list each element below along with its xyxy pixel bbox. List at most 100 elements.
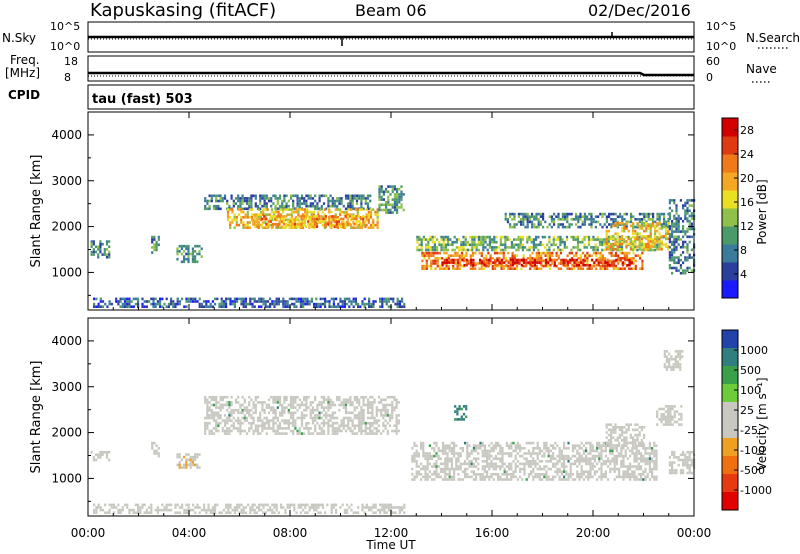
vel-echo-cell bbox=[450, 452, 453, 455]
power-echo-cell bbox=[660, 246, 663, 249]
power-echo-cell bbox=[355, 194, 359, 198]
power-echo-cell bbox=[379, 305, 382, 308]
vel-echo-cell bbox=[618, 426, 621, 429]
vel-echo-cell bbox=[466, 452, 469, 455]
power-echo-cell bbox=[206, 207, 209, 211]
vel-echo-cell bbox=[93, 508, 96, 512]
power-echo-cell bbox=[496, 251, 499, 255]
vel-echo-cell bbox=[322, 401, 326, 404]
vel-echo-cell bbox=[613, 467, 616, 471]
vel-echo-cell bbox=[327, 427, 330, 430]
vel-echo-cell bbox=[375, 411, 378, 415]
power-echo-cell bbox=[322, 194, 326, 198]
power-echo-cell bbox=[354, 208, 357, 211]
vel-echo-cell bbox=[278, 414, 282, 417]
power-echo-cell bbox=[540, 254, 543, 257]
power-echo-cell bbox=[522, 254, 525, 257]
power-echo-cell bbox=[489, 262, 492, 265]
vel-echo-cell bbox=[274, 398, 277, 402]
power-echo-cell bbox=[634, 242, 637, 246]
vel-echo-cell bbox=[614, 428, 617, 432]
vel-echo-cell bbox=[411, 467, 414, 471]
vel-echo-cell bbox=[254, 424, 257, 428]
vel-echo-cell bbox=[333, 403, 337, 407]
vel-echo-cell bbox=[248, 411, 251, 415]
vel-echo-cell bbox=[525, 452, 528, 455]
power-echo-cell bbox=[586, 267, 589, 270]
power-echo-cell bbox=[625, 254, 629, 257]
vel-echo-cell bbox=[281, 432, 284, 435]
power-echo-cell bbox=[121, 305, 124, 308]
power-echo-cell bbox=[520, 220, 523, 224]
power-echo-cell bbox=[658, 232, 661, 235]
power-echo-cell bbox=[400, 198, 403, 201]
power-echo-cell bbox=[306, 210, 309, 214]
vel-echo-cell bbox=[362, 419, 365, 422]
y-tick-label: 3000 bbox=[51, 174, 82, 188]
vel-echo-cell bbox=[358, 414, 361, 417]
vel-echo-cell bbox=[105, 450, 109, 454]
power-echo-cell bbox=[656, 215, 659, 218]
vel-echo-cell bbox=[375, 432, 378, 435]
power-echo-cell bbox=[233, 218, 236, 222]
vel-echo-cell bbox=[690, 463, 693, 467]
vel-echo-cell bbox=[292, 416, 295, 420]
vel-echo-cell bbox=[610, 441, 613, 445]
vel-echo-cell bbox=[417, 470, 420, 473]
power-echo-cell bbox=[665, 225, 668, 229]
vel-echo-cell bbox=[470, 462, 473, 466]
vel-echo-cell bbox=[272, 421, 275, 425]
power-echo-cell bbox=[495, 240, 498, 244]
vel-echo-cell bbox=[483, 454, 486, 458]
power-echo-cell bbox=[594, 238, 597, 241]
power-echo-cell bbox=[423, 254, 426, 257]
power-echo-cell bbox=[174, 305, 177, 308]
vel-echo-cell bbox=[325, 416, 328, 420]
vel-echo-cell bbox=[686, 461, 689, 464]
power-echo-cell bbox=[433, 243, 436, 247]
vel-echo-cell bbox=[191, 463, 194, 467]
vel-echo-cell bbox=[415, 449, 418, 453]
power-echo-cell bbox=[376, 226, 379, 229]
power-echo-cell bbox=[108, 302, 111, 306]
power-echo-cell bbox=[322, 202, 326, 205]
vel-echo-cell bbox=[580, 473, 583, 476]
vel-echo-cell bbox=[309, 403, 312, 407]
vel-echo-cell bbox=[622, 460, 625, 463]
power-echo-cell bbox=[462, 246, 465, 249]
power-echo-cell bbox=[269, 302, 272, 306]
power-echo-cell bbox=[570, 248, 573, 252]
power-echo-cell bbox=[677, 258, 680, 262]
power-echo-cell bbox=[566, 215, 569, 218]
vel-echo-cell bbox=[618, 470, 621, 473]
power-echo-cell bbox=[521, 238, 524, 241]
power-echo-cell bbox=[542, 251, 545, 255]
vel-echo-cell bbox=[580, 470, 583, 473]
power-echo-cell bbox=[623, 224, 626, 228]
power-echo-cell bbox=[645, 227, 648, 230]
vel-echo-cell bbox=[424, 457, 427, 460]
vel-echo-cell bbox=[358, 419, 361, 422]
vel-echo-cell bbox=[196, 455, 199, 459]
power-echo-cell bbox=[311, 225, 314, 229]
vel-echo-cell bbox=[462, 405, 466, 408]
vel-echo-cell bbox=[665, 368, 669, 371]
vel-echo-cell bbox=[563, 462, 566, 466]
power-echo-cell bbox=[420, 238, 423, 241]
power-echo-cell bbox=[245, 199, 249, 203]
vel-echo-cell bbox=[461, 470, 464, 473]
vel-echo-cell bbox=[307, 432, 310, 435]
vel-echo-cell bbox=[215, 429, 218, 433]
power-echo-cell bbox=[368, 297, 371, 301]
vel-echo-cell bbox=[415, 475, 418, 479]
power-echo-cell bbox=[256, 220, 259, 223]
power-echo-cell bbox=[494, 261, 497, 264]
power-echo-cell bbox=[208, 194, 211, 198]
power-echo-cell bbox=[440, 246, 443, 249]
power-echo-cell bbox=[353, 197, 356, 200]
power-echo-cell bbox=[389, 203, 392, 207]
power-echo-cell bbox=[328, 208, 331, 211]
vel-echo-cell bbox=[523, 462, 526, 466]
power-echo-cell bbox=[117, 300, 120, 303]
power-echo-cell bbox=[607, 248, 610, 251]
